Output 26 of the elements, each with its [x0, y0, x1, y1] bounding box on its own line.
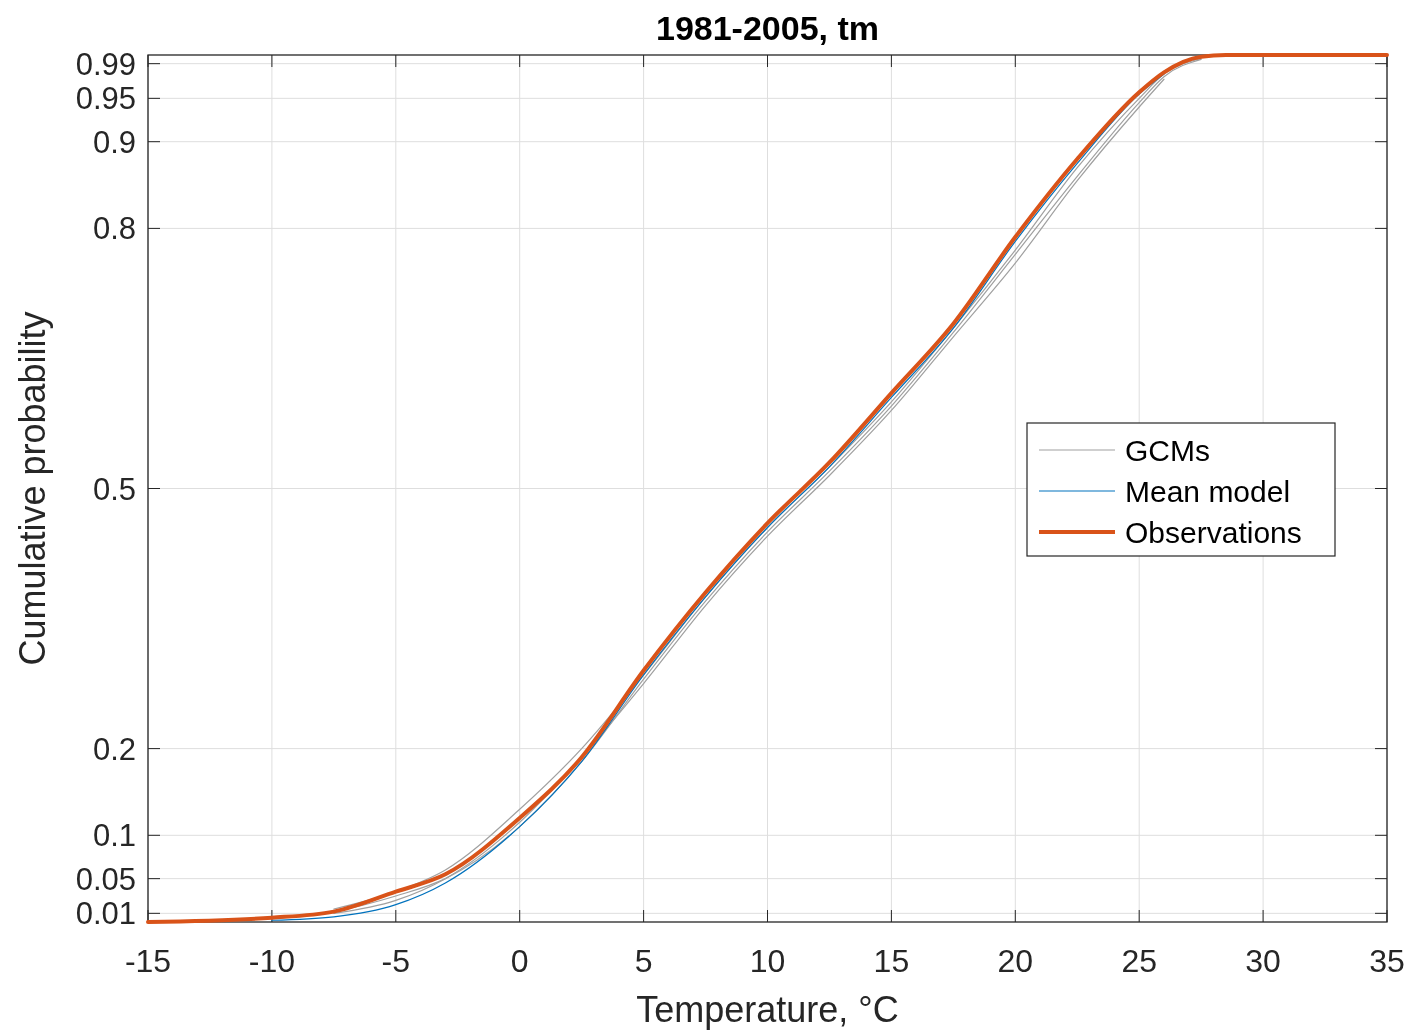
x-tick-label: -5 — [381, 943, 411, 979]
legend-label: Observations — [1125, 516, 1302, 549]
y-tick-label: 0.99 — [75, 46, 136, 82]
legend-label: Mean model — [1125, 475, 1291, 508]
x-tick-label: -10 — [248, 943, 296, 979]
x-tick-label: 5 — [634, 943, 653, 979]
y-tick-label: 0.5 — [92, 471, 136, 507]
x-tick-label: 30 — [1245, 943, 1281, 979]
x-tick-label: 10 — [749, 943, 786, 979]
x-tick-label: 20 — [997, 943, 1034, 979]
y-tick-label: 0.2 — [92, 731, 136, 767]
x-tick-label: -15 — [124, 943, 172, 979]
y-tick-label: 0.9 — [92, 124, 136, 160]
x-tick-label: 25 — [1121, 943, 1157, 979]
x-tick-label: 0 — [510, 943, 529, 979]
x-tick-label: 35 — [1369, 943, 1405, 979]
x-tick-label: 15 — [873, 943, 910, 979]
y-tick-label: 0.95 — [75, 81, 136, 117]
x-axis-title: Temperature, °C — [636, 989, 899, 1030]
y-tick-label: 0.1 — [92, 818, 136, 854]
y-tick-label: 0.01 — [75, 896, 136, 932]
y-tick-label: 0.8 — [92, 211, 136, 247]
chart-title: 1981-2005, tm — [655, 9, 880, 47]
y-axis-title: Cumulative probability — [12, 311, 53, 666]
y-tick-label: 0.05 — [75, 861, 136, 897]
legend-label: GCMs — [1125, 434, 1210, 467]
